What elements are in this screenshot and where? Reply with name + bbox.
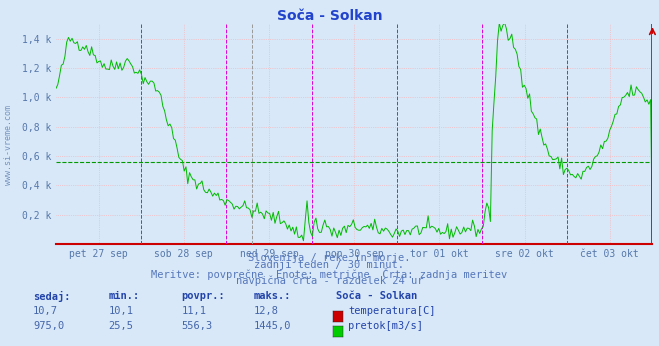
Text: 10,1: 10,1 <box>109 306 134 316</box>
Text: pretok[m3/s]: pretok[m3/s] <box>348 321 423 331</box>
Text: 556,3: 556,3 <box>181 321 212 331</box>
Text: 12,8: 12,8 <box>254 306 279 316</box>
Text: Slovenija / reke in morje.: Slovenija / reke in morje. <box>248 253 411 263</box>
Text: zadnji teden / 30 minut.: zadnji teden / 30 minut. <box>254 260 405 270</box>
Text: 25,5: 25,5 <box>109 321 134 331</box>
Text: Soča - Solkan: Soča - Solkan <box>336 291 417 301</box>
Text: sedaj:: sedaj: <box>33 291 71 302</box>
Text: 11,1: 11,1 <box>181 306 206 316</box>
Text: 975,0: 975,0 <box>33 321 64 331</box>
Text: Meritve: povprečne  Enote: metrične  Črta: zadnja meritev: Meritve: povprečne Enote: metrične Črta:… <box>152 268 507 280</box>
Text: maks.:: maks.: <box>254 291 291 301</box>
Text: Soča - Solkan: Soča - Solkan <box>277 9 382 22</box>
Text: 10,7: 10,7 <box>33 306 58 316</box>
Text: min.:: min.: <box>109 291 140 301</box>
Text: povpr.:: povpr.: <box>181 291 225 301</box>
Text: temperatura[C]: temperatura[C] <box>348 306 436 316</box>
Text: 1445,0: 1445,0 <box>254 321 291 331</box>
Text: www.si-vreme.com: www.si-vreme.com <box>4 105 13 185</box>
Text: navpična črta - razdelek 24 ur: navpična črta - razdelek 24 ur <box>236 275 423 286</box>
